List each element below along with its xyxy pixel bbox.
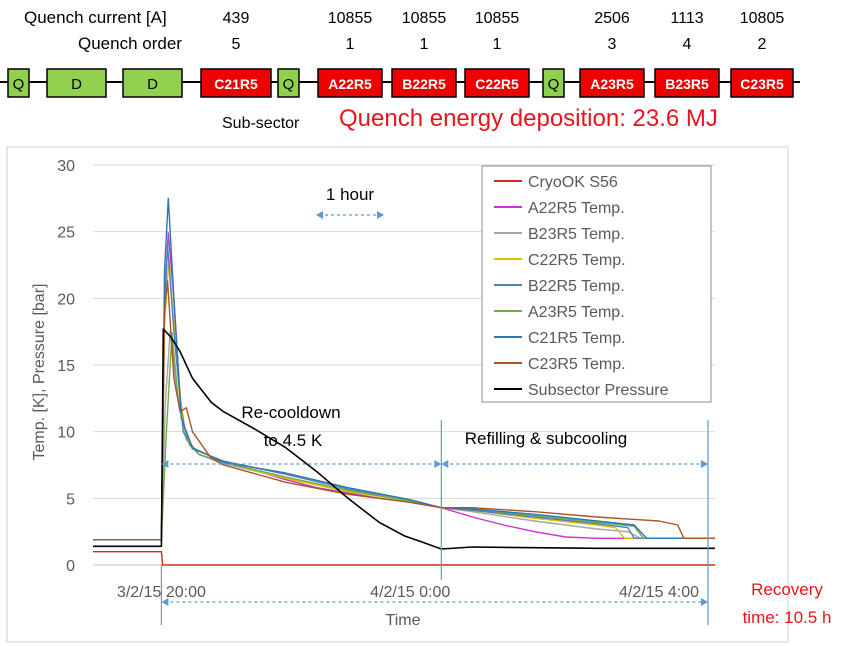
energy-deposition-text: Quench energy deposition: 23.6 MJ: [339, 105, 718, 132]
y-tick-label: 25: [57, 225, 75, 242]
legend-entry: C21R5 Temp.: [528, 330, 626, 347]
recovery-label-2: time: 10.5 h: [743, 608, 832, 627]
magnet-label: A23R5: [590, 76, 634, 92]
x-tick-labels: 3/2/15 20:00 4/2/15 0:00 4/2/15 4:00: [117, 584, 699, 601]
legend-entry: A23R5 Temp.: [528, 304, 625, 321]
quench-order-value: 1: [346, 36, 355, 53]
recooldown-arrow-head-left: [161, 460, 169, 468]
one-hour-label: 1 hour: [326, 185, 375, 204]
annotation-arrows: [160, 211, 709, 625]
legend-entry: A22R5 Temp.: [528, 200, 625, 217]
series-line-cryook-s56: [93, 551, 715, 566]
y-axis-label: Temp. [K], Pressure [bar]: [31, 284, 48, 461]
subsector-label: Sub-sector: [222, 115, 300, 132]
series-line-c23r5-temp-: [93, 280, 715, 541]
series-line-c21r5-temp-: [93, 197, 715, 541]
y-tick-label: 30: [57, 158, 75, 175]
quench-current-value: 10805: [740, 10, 785, 27]
x-axis-label: Time: [386, 612, 421, 629]
magnet-c21r5-box: [200, 68, 272, 98]
magnet-label: Q: [283, 76, 295, 93]
magnet-label: C23R5: [740, 76, 784, 92]
recooldown-label-1: Re-cooldown: [241, 403, 340, 422]
series-line-a23r5-temp-: [93, 332, 715, 541]
magnet-d-box: [122, 68, 183, 98]
legend-entry: C22R5 Temp.: [528, 252, 626, 269]
series-line-b22r5-temp-: [93, 244, 715, 541]
quench-current-value: 10855: [402, 10, 447, 27]
quench-order-value: 3: [608, 36, 617, 53]
quench-current-value: 10855: [328, 10, 373, 27]
y-tick-label: 15: [57, 358, 75, 375]
series-line-a22r5-temp-: [93, 232, 715, 541]
quench-current-value: 439: [223, 10, 250, 27]
quench-order-value: 4: [683, 36, 692, 53]
legend-entry: C23R5 Temp.: [528, 356, 626, 373]
magnet-label: Q: [13, 76, 25, 93]
chain-values: 439 5 10855 1 10855 1 10855 1 2506 3 1113 4 10805 2: [223, 10, 785, 53]
quench-order-value: 1: [420, 36, 429, 53]
quench-order-label: Quench order: [78, 34, 182, 53]
series-lines: [93, 197, 715, 566]
magnet-label: B23R5: [665, 76, 709, 92]
magnet-label: C22R5: [475, 76, 519, 92]
recovery-label-1: Recovery: [751, 580, 823, 599]
refilling-arrow-head-left: [441, 460, 449, 468]
quench-current-value: 10855: [475, 10, 520, 27]
magnet-d-box: [46, 68, 107, 98]
quench-order-value: 1: [493, 36, 502, 53]
recooldown-arrow-head-right: [434, 460, 442, 468]
y-tick-label: 0: [66, 558, 75, 575]
y-tick-label: 5: [66, 491, 75, 508]
quench-order-value: 5: [232, 36, 241, 53]
magnet-b23r5-box: [654, 68, 720, 98]
series-line-subsector-pressure: [93, 328, 715, 550]
magnet-c22r5-box: [464, 68, 530, 98]
quench-current-value: 1113: [670, 10, 703, 27]
magnet-label: C21R5: [214, 76, 258, 92]
refilling-arrow-head-right: [701, 460, 708, 468]
magnet-c23r5-box: [730, 68, 794, 98]
magnet-label: B22R5: [402, 76, 446, 92]
magnet-label: A22R5: [328, 76, 372, 92]
magnet-chain: Q D D C21R5 Q A22R5 B22R5 C22R5 Q A23R5 B23R5 C23R5: [7, 68, 794, 98]
magnet-b22r5-box: [391, 68, 457, 98]
magnet-a23r5-box: [579, 68, 645, 98]
x-tick-label: 4/2/15 0:00: [370, 584, 450, 601]
magnet-a22r5-box: [317, 68, 383, 98]
legend-entry: B22R5 Temp.: [528, 278, 625, 295]
recooldown-label-2: to 4.5 K: [264, 431, 323, 450]
quench-current-label: Quench current [A]: [24, 8, 167, 27]
y-tick-label: 20: [57, 291, 75, 308]
recovery-arrow-head-right: [701, 598, 708, 606]
magnet-label: D: [147, 76, 158, 93]
legend-entry: CryoOK S56: [528, 174, 618, 191]
magnet-q-box: [277, 68, 300, 98]
magnet-label: Q: [548, 76, 560, 93]
recovery-arrow-head-left: [161, 598, 169, 606]
magnet-q-box: [7, 68, 30, 98]
one-hour-arrow-head-right: [377, 211, 384, 219]
magnet-label: D: [71, 76, 82, 93]
y-tick-label: 10: [57, 425, 75, 442]
y-tick-labels: 0 5 10 15 20 25 30: [57, 158, 75, 575]
one-hour-arrow-head-left: [316, 211, 323, 219]
magnet-q-box: [542, 68, 565, 98]
quench-order-value: 2: [758, 36, 767, 53]
legend-entry: B23R5 Temp.: [528, 226, 625, 243]
legend-items: CryoOK S56 A22R5 Temp. B23R5 Temp. C22R5 Te…: [494, 174, 669, 399]
series-line-c22r5-temp-: [93, 257, 715, 541]
quench-current-value: 2506: [594, 10, 630, 27]
x-tick-label: 4/2/15 4:00: [619, 584, 699, 601]
refilling-label: Refilling & subcooling: [465, 429, 628, 448]
legend-entry: Subsector Pressure: [528, 382, 669, 399]
